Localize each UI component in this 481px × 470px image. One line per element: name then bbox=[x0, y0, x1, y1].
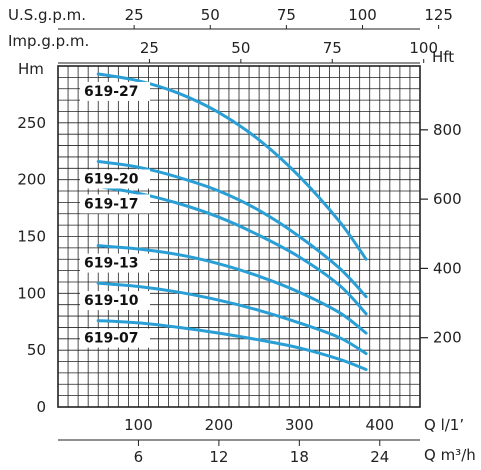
right-tick-label: 200 bbox=[433, 329, 462, 347]
curve-619-20 bbox=[96, 160, 368, 299]
curve-label-619-10: 619-10 bbox=[84, 293, 139, 309]
curve-619-27 bbox=[96, 72, 368, 261]
top-usgpm-tick-label: 50 bbox=[201, 6, 220, 24]
top-usgpm-ticks: 25 50 75 100 125 bbox=[125, 6, 453, 29]
curve-619-10 bbox=[96, 281, 368, 356]
curve-label-background bbox=[80, 194, 150, 214]
bottom-m3h-tick-label: 12 bbox=[209, 448, 228, 466]
right-tick-label: 800 bbox=[433, 121, 462, 139]
plot-frame bbox=[57, 65, 421, 408]
left-axis-label: Hm bbox=[18, 60, 44, 78]
right-tick-label: 600 bbox=[433, 190, 462, 208]
top-impgpm-tick-label: 100 bbox=[409, 39, 438, 57]
left-tick-label: 50 bbox=[27, 341, 46, 359]
bottom-axis-label: Q l/1’ bbox=[424, 416, 464, 434]
curve-label-background bbox=[80, 291, 150, 311]
curve-label-619-17: 619-17 bbox=[84, 196, 139, 212]
top-usgpm-tick-label: 125 bbox=[424, 6, 453, 24]
top-impgpm-tick-label: 75 bbox=[323, 39, 342, 57]
bottom-m3h-tick-label: 18 bbox=[290, 448, 309, 466]
curve-label-background bbox=[80, 169, 150, 189]
left-tick-label: 200 bbox=[17, 171, 46, 189]
right-axis-label: Hft bbox=[432, 48, 454, 66]
bottom-tick-label: 300 bbox=[285, 416, 314, 434]
bottom-m3h-axis-label: Q m³/h bbox=[424, 446, 476, 464]
bottom-tick-label: 200 bbox=[205, 416, 234, 434]
curve-label-619-07: 619-07 bbox=[84, 331, 139, 347]
curve-label-background bbox=[80, 253, 150, 273]
top-usgpm-tick-label: 100 bbox=[348, 6, 377, 24]
bottom-m3h-tick-label: 6 bbox=[134, 448, 144, 466]
curve-label-background bbox=[80, 328, 150, 348]
curve-619-07 bbox=[96, 319, 368, 371]
curve-619-13 bbox=[96, 244, 368, 335]
right-axis-ticks: 200 400 600 800 bbox=[420, 121, 462, 347]
curve-label-619-27: 619-27 bbox=[84, 84, 139, 100]
curve-label-background bbox=[80, 81, 150, 101]
right-tick-label: 400 bbox=[433, 259, 462, 277]
left-axis-ticks: 0 50 100 150 200 250 bbox=[17, 114, 46, 416]
left-tick-label: 250 bbox=[17, 114, 46, 132]
bottom-m3h-tick-label: 24 bbox=[370, 448, 389, 466]
bottom-tick-label: 400 bbox=[365, 416, 394, 434]
top-axis-usgpm-label: U.S.g.p.m. bbox=[8, 6, 86, 24]
top-axis-impgpm-label: Imp.g.p.m. bbox=[8, 32, 89, 50]
left-tick-label: 100 bbox=[17, 284, 46, 302]
performance-curves bbox=[96, 72, 368, 371]
curve-label-619-13: 619-13 bbox=[84, 256, 139, 272]
top-impgpm-tick-label: 25 bbox=[140, 39, 159, 57]
top-impgpm-ticks: 25 50 75 100 bbox=[140, 39, 438, 63]
curve-label-619-20: 619-20 bbox=[84, 171, 139, 187]
top-usgpm-tick-label: 75 bbox=[277, 6, 296, 24]
top-impgpm-tick-label: 50 bbox=[231, 39, 250, 57]
curve-labels: 619-27 619-20 619-17 619-13 619-10 619-07 bbox=[80, 81, 150, 348]
left-tick-label: 0 bbox=[36, 398, 46, 416]
bottom-axis-ticks: 100 200 300 400 bbox=[124, 416, 394, 434]
curve-619-17 bbox=[96, 185, 368, 316]
bottom-tick-label: 100 bbox=[124, 416, 153, 434]
bottom-m3h-ticks: 6 12 18 24 bbox=[134, 440, 389, 466]
chart-grid bbox=[58, 66, 420, 407]
left-tick-label: 150 bbox=[17, 228, 46, 246]
top-usgpm-tick-label: 25 bbox=[125, 6, 144, 24]
